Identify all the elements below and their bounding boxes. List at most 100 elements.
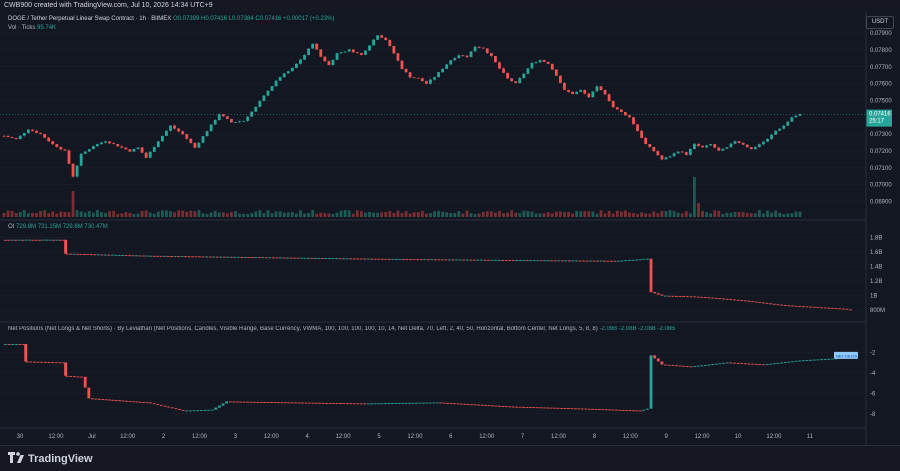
- candle-body: [116, 144, 120, 147]
- volume-bar: [575, 210, 579, 217]
- netpos-step: [693, 366, 696, 368]
- volume-bar: [449, 213, 453, 217]
- volume-bar: [359, 211, 363, 217]
- volume-bar: [148, 212, 152, 217]
- candle-body: [477, 46, 481, 48]
- oi-step: [131, 255, 135, 257]
- oi-step: [184, 256, 187, 258]
- netpos-tick-label: -6: [870, 391, 876, 397]
- candle-body: [63, 149, 67, 151]
- currency-button[interactable]: USDT: [866, 16, 894, 29]
- oi-step: [704, 297, 707, 299]
- oi-step: [733, 299, 736, 301]
- legend-netpos[interactable]: Net Positions (Net Longs & Net Shorts) ·…: [8, 326, 848, 332]
- oi-step: [553, 260, 557, 262]
- volume-bar: [753, 213, 757, 217]
- volume-bar: [725, 212, 729, 217]
- candle-body: [400, 60, 404, 69]
- netpos-step: [758, 364, 762, 366]
- candle-body: [660, 155, 664, 160]
- candle-body: [254, 106, 258, 112]
- oi-step: [257, 257, 261, 259]
- volume-bar: [644, 213, 648, 217]
- candle-body: [676, 151, 680, 154]
- netpos-step: [33, 361, 36, 363]
- volume-bar: [757, 210, 761, 217]
- netpos-step: [816, 359, 820, 361]
- oi-step: [107, 254, 111, 256]
- candle-body: [778, 128, 782, 131]
- volume-bar: [453, 213, 457, 217]
- oi-step: [145, 255, 149, 257]
- netpos-step: [747, 363, 751, 365]
- oi-step: [233, 256, 237, 258]
- volume-bar: [514, 212, 518, 217]
- volume-bar: [603, 213, 607, 217]
- netpos-step: [511, 406, 515, 408]
- volume-bar: [461, 213, 465, 217]
- volume-bar: [424, 213, 428, 217]
- chart-svg[interactable]: 0.07900 0.07800 0.07700 0.07600 0.07500 0.073…: [0, 12, 900, 445]
- oi-step: [391, 258, 395, 260]
- candle-body: [465, 55, 469, 58]
- oi-step: [714, 297, 718, 299]
- candle-body: [648, 144, 652, 148]
- netpos-step: [65, 375, 69, 377]
- volume-bar: [343, 210, 347, 217]
- candle-body: [148, 151, 152, 158]
- netpos-step: [594, 408, 598, 410]
- netpos-step: [196, 410, 200, 412]
- legend-volume[interactable]: Vol · Ticks 95.74K: [8, 25, 56, 31]
- legend-oi[interactable]: OI 729.8M 731.15M 729.8M 730.47M: [8, 224, 108, 230]
- netpos-step: [740, 363, 744, 365]
- oi-step: [405, 259, 409, 260]
- candle-body: [753, 147, 757, 150]
- oi-step: [27, 239, 31, 241]
- volume-bar: [290, 211, 294, 217]
- candle-body: [59, 147, 63, 150]
- oi-step: [51, 239, 55, 241]
- candle-body: [396, 53, 400, 61]
- chart-area[interactable]: 0.07900 0.07800 0.07700 0.07600 0.07500 0.073…: [0, 12, 900, 445]
- oi-step: [678, 296, 682, 297]
- oi-step: [458, 259, 462, 261]
- candle-body: [112, 143, 116, 145]
- oi-step: [448, 259, 451, 261]
- legend-symbol[interactable]: DOGE / Tether Perpetual Linear Swap Cont…: [8, 16, 334, 22]
- volume-bar: [331, 213, 335, 217]
- oi-step: [128, 255, 132, 257]
- volume-bar: [63, 212, 67, 217]
- price-tick-label: 0.07600: [870, 82, 892, 88]
- netpos-step: [125, 400, 128, 402]
- netpos-step: [535, 407, 539, 409]
- time-tick-label: 12:00: [336, 434, 352, 440]
- netpos-step: [280, 402, 284, 404]
- volume-bar: [530, 211, 534, 217]
- netpos-step: [104, 399, 108, 401]
- candle-body: [530, 62, 534, 69]
- volume-bar: [278, 211, 282, 217]
- oi-step: [412, 259, 416, 261]
- netpos-step: [345, 403, 349, 405]
- oi-step: [76, 253, 79, 255]
- candle-body: [230, 119, 233, 123]
- candle-body: [437, 72, 440, 78]
- tradingview-logo[interactable]: TradingView: [8, 452, 93, 465]
- volume-bar: [705, 212, 708, 217]
- candle-body: [319, 49, 323, 57]
- time-tick-label: 12:00: [695, 434, 711, 440]
- time-tick-label: 2: [162, 434, 166, 440]
- grid-lines: [0, 32, 866, 414]
- netpos-step: [801, 360, 805, 362]
- volume-bar: [87, 211, 91, 217]
- oi-step: [433, 259, 437, 261]
- volume-bar: [185, 211, 189, 217]
- oi-step: [24, 239, 28, 241]
- oi-step: [812, 306, 816, 308]
- volume-bar: [485, 211, 489, 217]
- candle-body: [120, 146, 124, 148]
- oi-step: [758, 302, 762, 303]
- price-tick-label: 0.07900: [870, 31, 892, 37]
- netpos-step: [283, 402, 287, 404]
- oi-step: [809, 306, 813, 308]
